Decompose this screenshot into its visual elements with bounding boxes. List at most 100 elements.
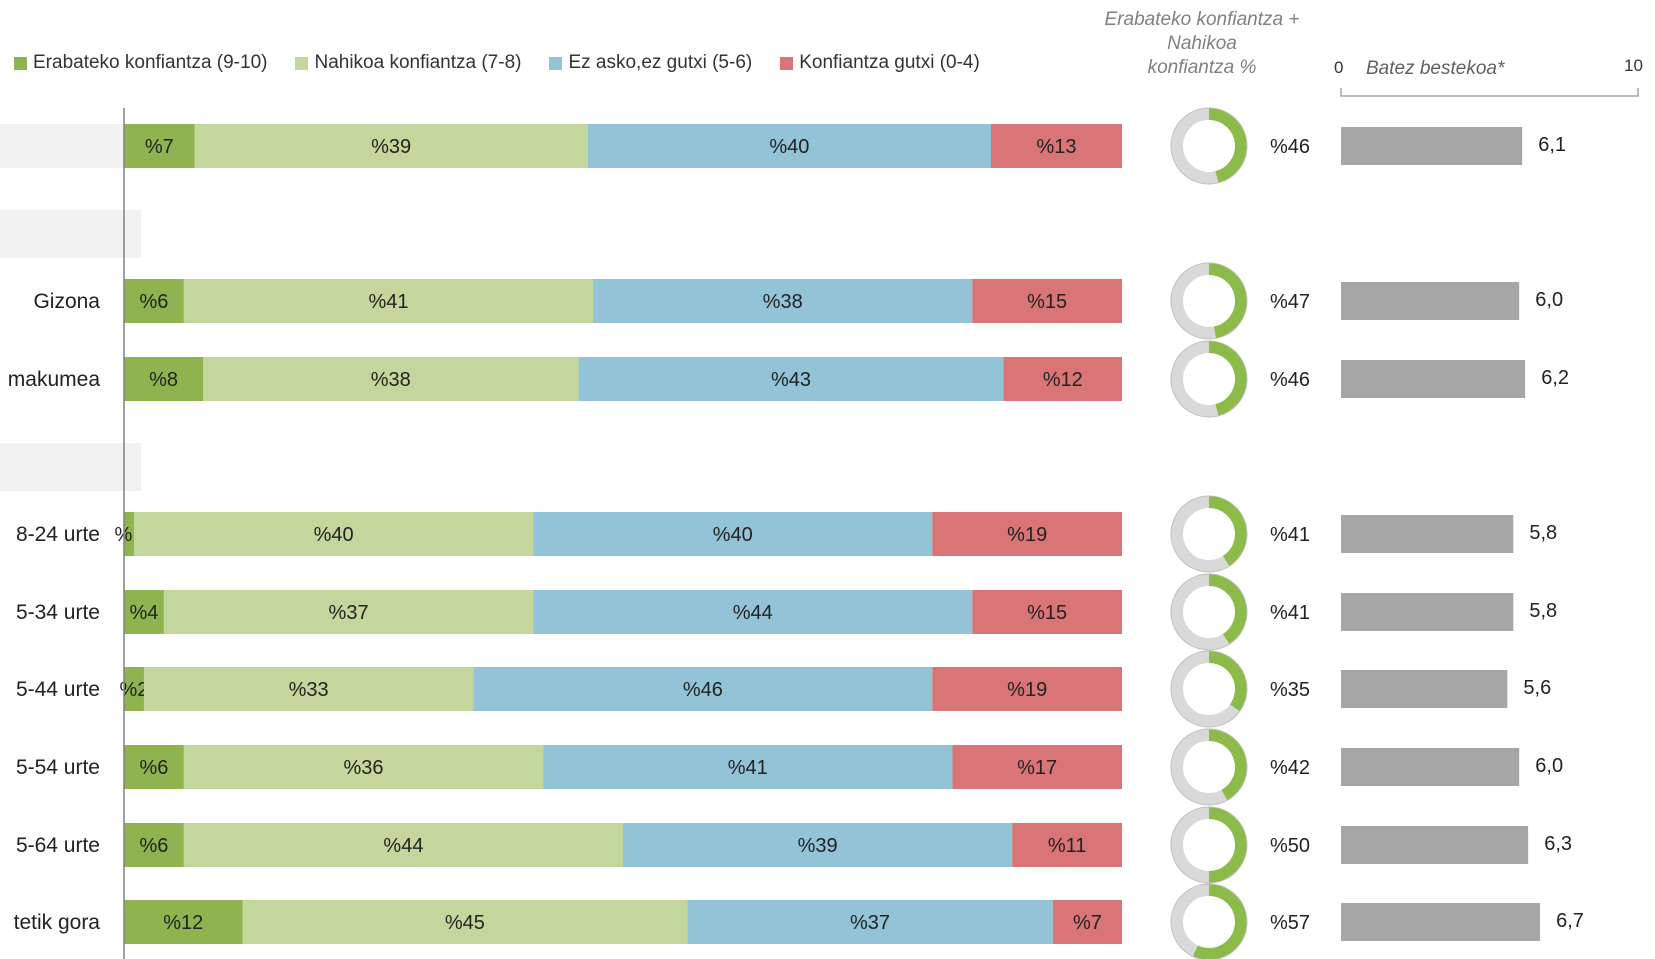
bar-segment-erabateko xyxy=(124,512,134,556)
bar-segment-nahikoa xyxy=(133,512,534,556)
donut-value-label: %47 xyxy=(1270,291,1310,313)
bar-value-label: %40 xyxy=(314,524,354,546)
avg-bar xyxy=(1341,670,1508,708)
bar-value-label: %40 xyxy=(713,524,753,546)
bar-value-label: %12 xyxy=(1043,369,1083,391)
avg-value-label: 6,0 xyxy=(1535,289,1563,311)
bar-value-label: %6 xyxy=(139,835,168,857)
bar-value-label: %41 xyxy=(368,291,408,313)
donut-arc xyxy=(1208,807,1247,883)
donut-value-label: %35 xyxy=(1270,679,1310,701)
donut-value-label: %50 xyxy=(1270,835,1310,857)
avg-value-label: 5,8 xyxy=(1529,600,1557,622)
bar-segment-ez-asko xyxy=(533,590,973,634)
bar-value-label: %8 xyxy=(149,369,178,391)
category-label: makumea xyxy=(8,368,101,391)
donut-value-label: %42 xyxy=(1270,757,1310,779)
donut-value-label: %41 xyxy=(1270,524,1310,546)
bar-value-label: %43 xyxy=(771,369,811,391)
bar-value-label: %44 xyxy=(733,602,773,624)
bar-value-label: %13 xyxy=(1036,136,1076,158)
legend-swatch-nahikoa xyxy=(295,56,309,70)
bar-value-label: %7 xyxy=(1073,912,1102,934)
bar-segment-erabateko xyxy=(124,667,144,711)
bar-value-label: %6 xyxy=(139,757,168,779)
bar-segment-nahikoa xyxy=(183,745,544,789)
legend-label-gutxi: Konfiantza gutxi (0-4) xyxy=(799,52,980,73)
category-label: 5-34 urte xyxy=(16,601,100,624)
donut-value-label: %46 xyxy=(1270,136,1310,158)
bar-value-label: %37 xyxy=(329,602,369,624)
bar-segment-gutxi xyxy=(932,667,1122,711)
category-label: 5-64 urte xyxy=(16,834,100,857)
bar-value-label: %36 xyxy=(344,757,384,779)
category-label: tetik gora xyxy=(14,911,101,934)
bar-segment-erabateko xyxy=(124,900,243,944)
avg-bar xyxy=(1341,282,1520,320)
avg-column-header: Batez bestekoa* xyxy=(1366,58,1505,79)
bar-value-label: %15 xyxy=(1027,291,1067,313)
bar-value-label: %46 xyxy=(683,679,723,701)
avg-bar xyxy=(1341,748,1520,786)
bar-segment-erabateko xyxy=(124,823,184,867)
bar-value-label: %12 xyxy=(163,912,203,934)
avg-bar xyxy=(1341,360,1526,398)
donut-arc xyxy=(1208,108,1247,183)
bar-value-label: %44 xyxy=(383,835,423,857)
bar-segment-gutxi xyxy=(990,124,1122,168)
legend-label-erabateko: Erabateko konfiantza (9-10) xyxy=(33,52,268,73)
category-label: 5-54 urte xyxy=(16,756,100,779)
avg-bar xyxy=(1341,593,1514,631)
bar-value-label: %37 xyxy=(850,912,890,934)
bar-segment-ez-asko xyxy=(533,512,933,556)
avg-value-label: 5,8 xyxy=(1529,522,1557,544)
group-header-band xyxy=(0,210,141,258)
donut-arc xyxy=(1208,341,1247,416)
legend-label-ez-asko: Ez asko,ez gutxi (5-6) xyxy=(568,52,753,73)
bar-segment-ez-asko xyxy=(687,900,1053,944)
total-row-band xyxy=(0,124,124,168)
avg-bar xyxy=(1341,515,1514,553)
legend-item-ez-asko: Ez asko,ez gutxi (5-6) xyxy=(549,52,752,74)
bar-segment-ez-asko xyxy=(473,667,933,711)
donut-outline xyxy=(1170,262,1248,340)
bar-value-label: %45 xyxy=(445,912,485,934)
avg-axis-min: 0 xyxy=(1334,58,1344,77)
bar-segment-gutxi xyxy=(972,590,1122,634)
category-label: 8-24 urte xyxy=(16,523,100,546)
avg-bar xyxy=(1341,826,1529,864)
donut-arc xyxy=(1208,574,1247,645)
donut-arc xyxy=(1192,884,1247,959)
avg-bar xyxy=(1341,903,1540,941)
donut-value-label: %57 xyxy=(1270,912,1310,934)
donut-outline xyxy=(1170,650,1248,728)
avg-value-label: 6,1 xyxy=(1538,134,1566,156)
bar-segment-erabateko xyxy=(124,590,164,634)
bar-value-label: %15 xyxy=(1027,602,1067,624)
bar-value-label: %38 xyxy=(763,291,803,313)
legend-item-erabateko: Erabateko konfiantza (9-10) xyxy=(14,52,267,74)
bar-value-label: %39 xyxy=(371,136,411,158)
bar-segment-nahikoa xyxy=(183,823,623,867)
avg-value-label: 6,2 xyxy=(1541,367,1569,389)
bar-segment-gutxi xyxy=(972,279,1122,323)
bar-segment-erabateko xyxy=(124,357,204,401)
avg-bar xyxy=(1341,127,1523,165)
donut-column-header: Erabateko konfiantza + Nahikoa konfiantz… xyxy=(1062,8,1342,80)
donut-outline xyxy=(1170,806,1248,884)
bar-segment-gutxi xyxy=(952,745,1122,789)
bar-segment-ez-asko xyxy=(587,124,991,168)
donut-outline xyxy=(1170,340,1248,418)
bar-value-label: %39 xyxy=(798,835,838,857)
category-label: 5-44 urte xyxy=(16,678,100,701)
bar-value-label: %19 xyxy=(1007,679,1047,701)
donut-value-label: %46 xyxy=(1270,369,1310,391)
bar-value-label: %33 xyxy=(289,679,329,701)
bar-segment-ez-asko xyxy=(623,823,1013,867)
bar-value-label: %38 xyxy=(371,369,411,391)
avg-value-label: 6,7 xyxy=(1556,910,1584,932)
donut-outline xyxy=(1170,728,1248,806)
bar-segment-nahikoa xyxy=(163,590,534,634)
